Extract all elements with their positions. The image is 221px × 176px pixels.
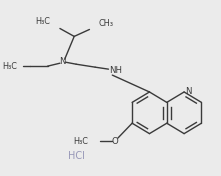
Text: CH₃: CH₃ xyxy=(98,19,113,28)
Text: O: O xyxy=(112,137,118,146)
Text: H₃C: H₃C xyxy=(73,137,88,146)
Text: H₃C: H₃C xyxy=(35,17,50,26)
Text: HCl: HCl xyxy=(68,152,85,161)
Text: H₃C: H₃C xyxy=(2,62,17,71)
Text: N: N xyxy=(59,57,66,66)
Text: NH: NH xyxy=(110,66,123,75)
Text: N: N xyxy=(185,87,192,96)
